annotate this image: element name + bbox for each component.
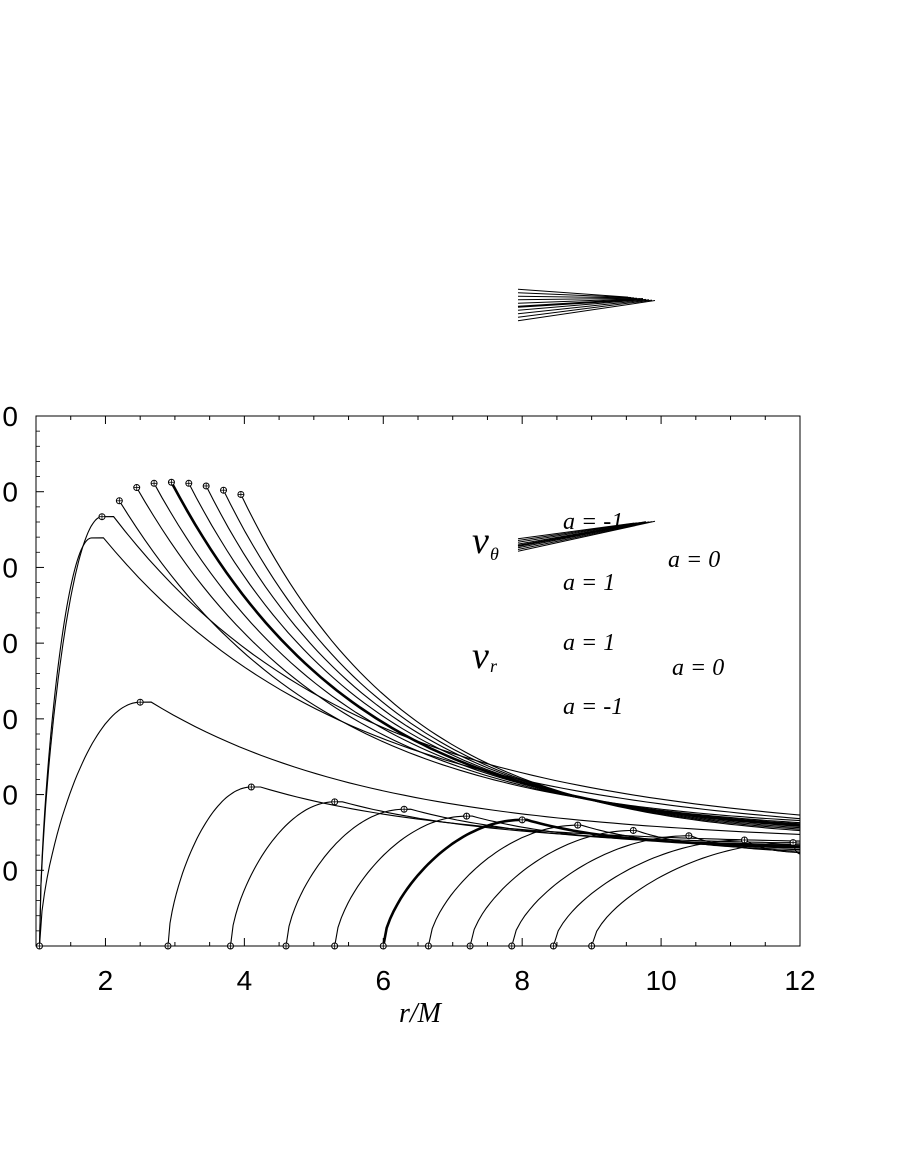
inset-r-line [517, 298, 647, 311]
x-tick-label: 8 [514, 965, 530, 996]
turnover-marker [98, 513, 106, 521]
turnover-marker [115, 497, 123, 505]
nu-r-subscript: r [490, 656, 498, 676]
inset-r-line [517, 299, 653, 318]
turnover-marker [133, 484, 141, 492]
nu-r-symbol: ν [472, 635, 489, 677]
x-tick-label: 10 [646, 965, 677, 996]
turnover-marker [136, 698, 144, 706]
theta-curve [136, 487, 801, 824]
turnover-marker [226, 942, 234, 950]
x-axis-title: r/M [399, 998, 443, 1029]
inset-r-line [517, 300, 656, 322]
radial-curve [552, 839, 801, 947]
y-tick-label: 0 [2, 780, 18, 811]
turnover-marker [164, 942, 172, 950]
nu-theta-subscript: θ [490, 544, 499, 564]
x-tick-label: 6 [375, 965, 391, 996]
turnover-marker [400, 805, 408, 813]
inset-r-line [517, 298, 644, 308]
turnover-marker [629, 826, 637, 834]
turnover-marker [167, 478, 175, 486]
turnover-marker [789, 839, 797, 847]
y-axis-ticks: 0 0 0 0 0 0 0 [2, 401, 44, 947]
turnover-marker [685, 832, 693, 840]
radial-curve [427, 824, 801, 947]
turnover-marker [508, 942, 516, 950]
curves [38, 481, 801, 947]
turnover-marker [518, 816, 526, 824]
inset-legend: ν θ a = -1 a = 0 a = 1 ν r a = 1 a = 0 a… [472, 288, 724, 720]
y-tick-label: 0 [2, 704, 18, 735]
nu-theta-bottom-label: a = 1 [563, 570, 615, 596]
nu-r-right-label: a = 0 [672, 655, 724, 681]
theta-curve [188, 483, 801, 827]
turnover-marker [282, 942, 290, 950]
inset-theta-line [517, 521, 653, 550]
inset-theta-line [517, 521, 647, 547]
theta-curve [205, 485, 801, 829]
inset-theta-line [517, 522, 641, 543]
turnover-marker [220, 486, 228, 494]
inset-r-line [517, 299, 650, 315]
turnover-marker [35, 942, 43, 950]
inset-theta-line [517, 520, 656, 552]
y-tick-label: 0 [2, 628, 18, 659]
steep-curve [38, 537, 801, 947]
x-axis-ticks: 2 4 6 8 10 12 [35, 416, 816, 996]
y-tick-label: 0 [2, 552, 18, 583]
turnover-marker [331, 798, 339, 806]
turnover-marker [424, 942, 432, 950]
nu-r-bottom-label: a = -1 [563, 694, 623, 720]
inset-theta-line [517, 521, 650, 549]
theta-curve [118, 500, 801, 822]
nu-r-top-label: a = 1 [563, 630, 615, 656]
turnover-marker [379, 942, 387, 950]
inset-r-line [517, 295, 635, 299]
nu-theta-symbol: ν [472, 520, 489, 562]
turnover-marker [185, 479, 193, 487]
inset-r-line [517, 298, 641, 304]
turnover-marker [331, 942, 339, 950]
y-tick-label: 0 [2, 477, 18, 508]
radial-curve [591, 842, 801, 947]
x-tick-label: 12 [784, 965, 815, 996]
theta-curve [223, 489, 801, 830]
radial-curve [167, 786, 801, 947]
y-tick-label: 0 [2, 401, 18, 432]
turnover-marker [549, 942, 557, 950]
inset-r-line [517, 292, 632, 299]
turnover-marker [466, 942, 474, 950]
nu-theta-right-label: a = 0 [668, 547, 720, 573]
turnover-markers [35, 478, 797, 950]
turnover-marker [247, 783, 255, 791]
steep-curve [38, 701, 801, 947]
turnover-marker [150, 479, 158, 487]
x-tick-label: 2 [98, 965, 114, 996]
y-tick-label: 0 [2, 855, 18, 886]
turnover-marker [202, 482, 210, 490]
turnover-marker [740, 836, 748, 844]
steep-curve [38, 516, 801, 947]
turnover-marker [463, 812, 471, 820]
turnover-marker [574, 821, 582, 829]
inset-r-line [517, 288, 629, 298]
turnover-marker [588, 942, 596, 950]
turnover-marker [237, 490, 245, 498]
inset-r-line [517, 297, 638, 301]
x-tick-label: 4 [237, 965, 253, 996]
theta-curve [240, 494, 801, 832]
